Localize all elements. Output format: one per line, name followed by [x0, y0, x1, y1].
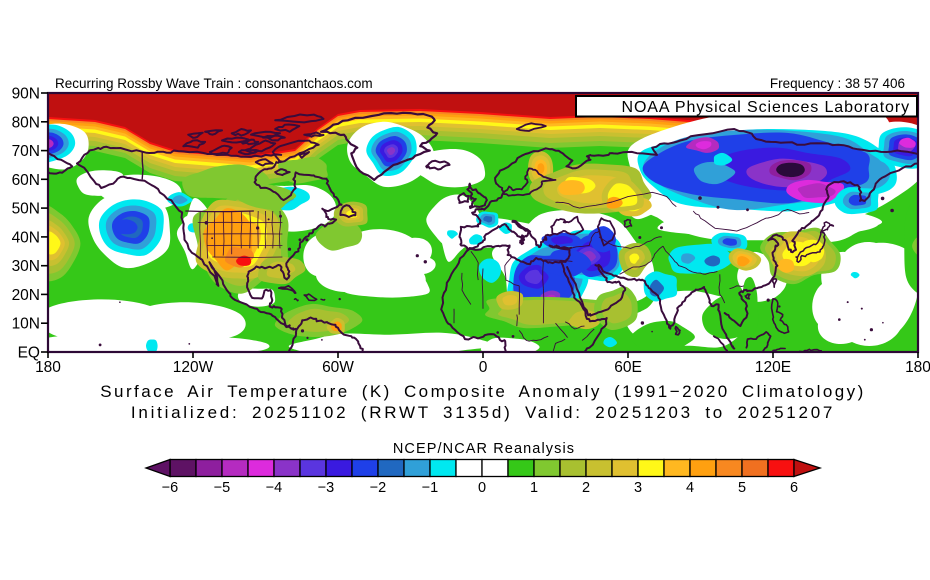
- svg-text:−1: −1: [422, 480, 439, 496]
- svg-text:60E: 60E: [614, 359, 642, 376]
- svg-text:180: 180: [35, 359, 61, 376]
- svg-text:60W: 60W: [322, 359, 354, 376]
- svg-text:−2: −2: [370, 480, 387, 496]
- svg-text:Initialized: 20251102 (RRWT 31: Initialized: 20251102 (RRWT 3135d) Valid…: [131, 403, 835, 422]
- svg-text:Recurring Rossby Wave Train :: Recurring Rossby Wave Train : consonantc…: [55, 76, 373, 91]
- svg-text:20N: 20N: [12, 287, 40, 304]
- svg-text:0: 0: [479, 359, 488, 376]
- svg-text:60N: 60N: [12, 172, 40, 189]
- svg-text:−5: −5: [214, 480, 231, 496]
- svg-text:80N: 80N: [12, 114, 40, 131]
- svg-text:3: 3: [634, 480, 642, 496]
- svg-text:120W: 120W: [173, 359, 214, 376]
- svg-text:1: 1: [530, 480, 538, 496]
- svg-text:90N: 90N: [12, 86, 40, 103]
- svg-text:50N: 50N: [12, 201, 40, 218]
- svg-text:0: 0: [478, 480, 486, 496]
- svg-text:EQ: EQ: [18, 345, 40, 362]
- svg-text:120E: 120E: [755, 359, 791, 376]
- svg-text:−3: −3: [318, 480, 335, 496]
- svg-text:40N: 40N: [12, 229, 40, 246]
- svg-text:2: 2: [582, 480, 590, 496]
- svg-text:Surface Air Temperature (K) Co: Surface Air Temperature (K) Composite An…: [100, 382, 865, 401]
- svg-text:−4: −4: [266, 480, 283, 496]
- svg-text:180: 180: [905, 359, 930, 376]
- svg-text:NCEP/NCAR Reanalysis: NCEP/NCAR Reanalysis: [393, 441, 575, 457]
- svg-text:−6: −6: [162, 480, 179, 496]
- svg-text:6: 6: [790, 480, 798, 496]
- svg-text:4: 4: [686, 480, 694, 496]
- svg-text:NOAA Physical Sciences Laborat: NOAA Physical Sciences Laboratory: [622, 99, 911, 116]
- svg-text:10N: 10N: [12, 316, 40, 333]
- svg-text:5: 5: [738, 480, 746, 496]
- svg-text:30N: 30N: [12, 258, 40, 275]
- svg-text:70N: 70N: [12, 143, 40, 160]
- svg-text:Frequency : 38 57 406: Frequency : 38 57 406: [770, 76, 905, 91]
